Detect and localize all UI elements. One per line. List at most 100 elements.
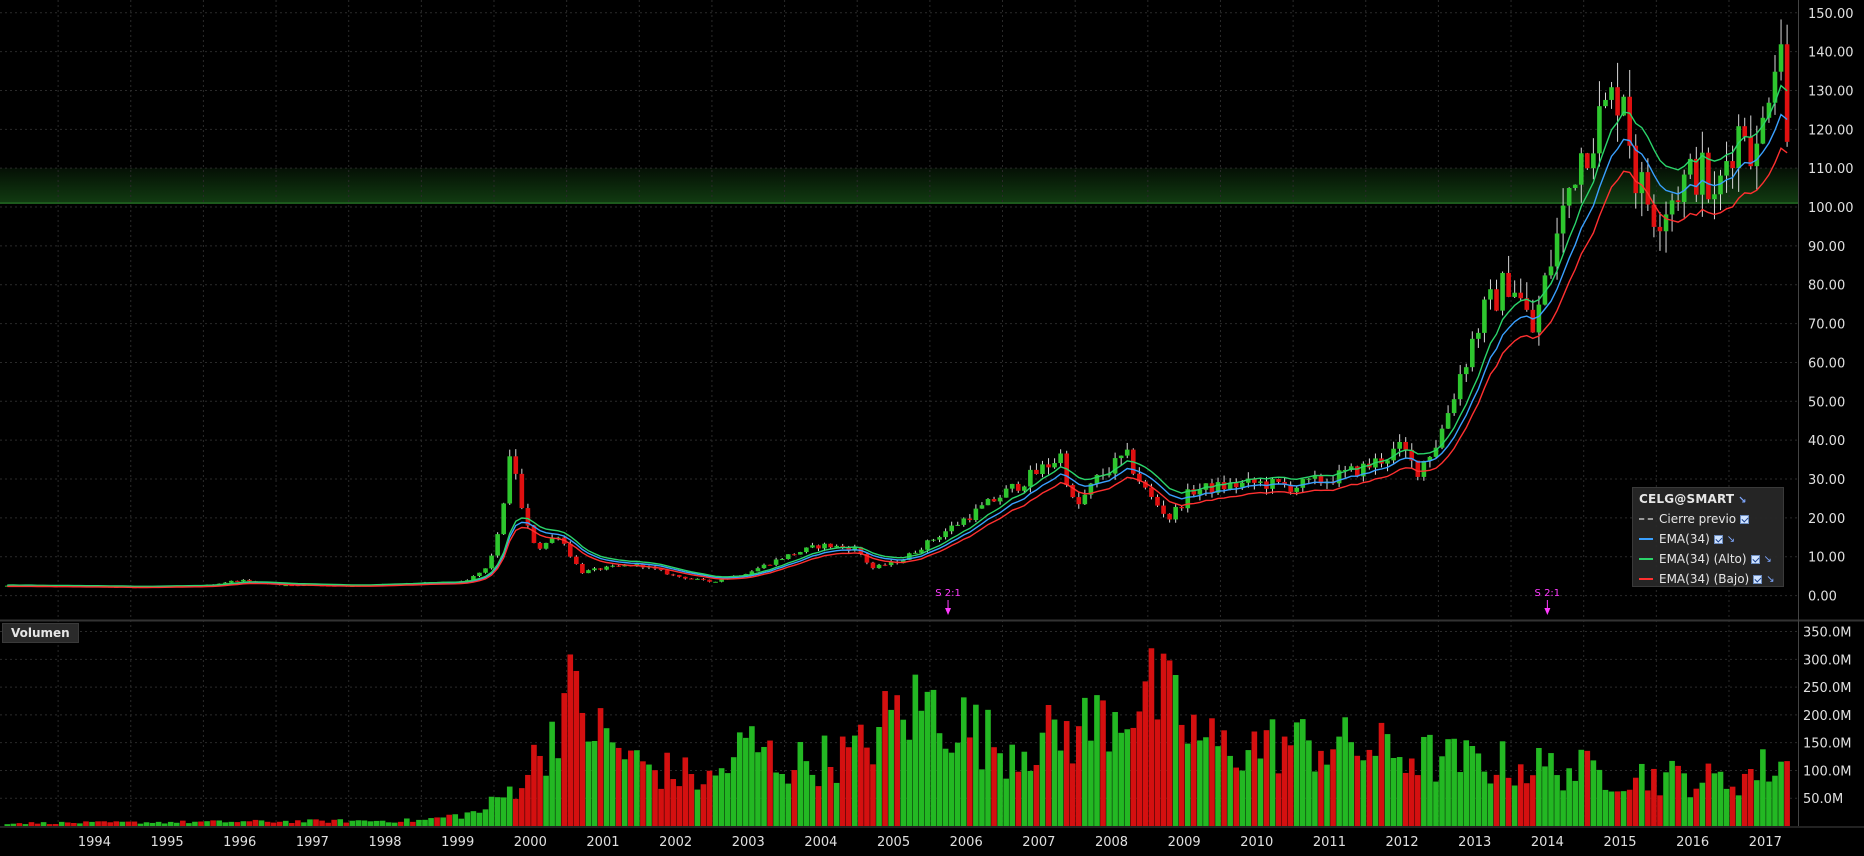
volume-bar <box>506 786 513 826</box>
volume-bar <box>512 798 519 826</box>
candle-body <box>846 547 852 551</box>
price-tick-label: 90.00 <box>1808 240 1845 255</box>
settings-arrow-icon[interactable]: ↘ <box>1726 533 1736 545</box>
volume-bar <box>1754 780 1760 826</box>
time-tick-label: 2005 <box>877 835 910 850</box>
price-tick-label: 10.00 <box>1808 551 1845 566</box>
candle-body <box>1034 469 1039 474</box>
volume-bar <box>1191 714 1197 826</box>
legend-item-prev-close[interactable]: Cierre previo <box>1639 509 1777 529</box>
volume-bar <box>743 737 749 826</box>
split-marker-label: S 2:1 <box>935 588 961 599</box>
candle-body <box>1197 489 1203 495</box>
candle-body <box>1118 455 1124 459</box>
volume-bar <box>355 820 362 826</box>
checkbox-icon[interactable] <box>1753 574 1763 584</box>
candle-body <box>1706 152 1711 200</box>
volume-bar <box>331 819 337 826</box>
volume-bar <box>900 719 907 826</box>
candle-body <box>816 545 821 549</box>
candle-body <box>1258 481 1263 483</box>
time-tick-label: 2009 <box>1168 835 1201 850</box>
volume-bar <box>349 820 356 826</box>
volume-bar <box>186 823 192 826</box>
volume-bar <box>1457 772 1463 826</box>
candle-body <box>676 574 682 577</box>
candle-body <box>1009 483 1015 489</box>
ema-high-line <box>7 84 1788 587</box>
candle-body <box>1397 441 1402 449</box>
volume-bar <box>373 820 380 826</box>
volume-bar <box>845 747 852 826</box>
volume-bar <box>948 752 955 826</box>
candle-body <box>785 554 791 560</box>
candle-body <box>1675 200 1681 202</box>
volume-bar <box>979 769 985 826</box>
volume-bar <box>1499 741 1506 826</box>
volume-bar <box>706 770 713 826</box>
legend-item-ema[interactable]: EMA(34) ↘ <box>1639 529 1777 549</box>
volume-bar <box>1729 786 1736 826</box>
legend: CELG@SMART ↘ Cierre previo EMA(34) ↘ EMA(… <box>1632 487 1784 587</box>
volume-bar <box>591 740 598 826</box>
candle-body <box>586 570 591 574</box>
time-axis: 1994 1995 1996 1997 1998 1999 2000 2001 2002 2003… <box>0 826 1864 850</box>
candle-body <box>1687 158 1693 175</box>
volume-bar <box>1741 773 1748 826</box>
volume-bar <box>973 704 979 826</box>
candle-body <box>1112 458 1118 474</box>
volume-bar <box>391 822 398 826</box>
volume-bar <box>579 712 586 826</box>
volume-bar <box>936 733 943 826</box>
time-tick-label: 2006 <box>950 835 983 850</box>
settings-arrow-icon[interactable]: ↘ <box>1738 495 1747 506</box>
legend-item-ema-low[interactable]: EMA(34) (Bajo) ↘ <box>1639 569 1777 589</box>
candle-body <box>670 574 676 576</box>
candle-body <box>1621 96 1626 116</box>
volume-bar <box>71 822 77 826</box>
candle-body <box>1161 505 1166 514</box>
volume-bar <box>240 821 247 826</box>
volume-bar <box>773 772 779 826</box>
volume-bar <box>833 782 840 826</box>
candle-body <box>810 545 815 548</box>
checkbox-icon[interactable] <box>1713 534 1723 544</box>
volume-bar <box>319 820 325 826</box>
candle-body <box>592 568 597 571</box>
volume-bar <box>1711 773 1718 826</box>
volume-bar <box>1082 697 1088 826</box>
candle-body <box>1445 413 1451 429</box>
volume-bar <box>1251 731 1258 826</box>
time-tick-label: 2014 <box>1531 835 1564 850</box>
candle-body <box>1542 275 1548 305</box>
candle-body <box>1427 456 1433 462</box>
volume-bar <box>65 822 71 826</box>
volume-bar <box>1172 675 1179 826</box>
volume-bar <box>1275 773 1282 826</box>
volume-bar <box>628 750 634 826</box>
candle-body <box>1409 449 1415 461</box>
candle-body <box>1300 479 1306 488</box>
volume-bar <box>543 775 549 826</box>
checkbox-icon[interactable] <box>1750 554 1760 564</box>
legend-title: CELG@SMART ↘ <box>1639 492 1777 506</box>
time-tick-label: 2008 <box>1095 835 1128 850</box>
candle-body <box>658 568 664 571</box>
volume-tick-label: 350.0M <box>1803 626 1851 641</box>
candle-body <box>549 537 555 543</box>
volume-bar <box>1033 764 1040 826</box>
volume-bar <box>870 764 876 826</box>
volume-bar <box>1015 771 1022 826</box>
volume-bar <box>609 742 616 826</box>
volume-bar <box>755 752 761 826</box>
candle-body <box>1306 478 1312 480</box>
volume-bar <box>500 797 507 826</box>
settings-arrow-icon[interactable]: ↘ <box>1766 573 1775 585</box>
volume-bar <box>640 761 646 826</box>
settings-arrow-icon[interactable]: ↘ <box>1763 553 1772 565</box>
candle-body <box>1385 460 1390 464</box>
checkbox-icon[interactable] <box>1740 514 1750 524</box>
legend-item-ema-high[interactable]: EMA(34) (Alto) ↘ <box>1639 549 1777 569</box>
candle-body <box>1657 226 1663 232</box>
volume-bar <box>1584 750 1591 826</box>
